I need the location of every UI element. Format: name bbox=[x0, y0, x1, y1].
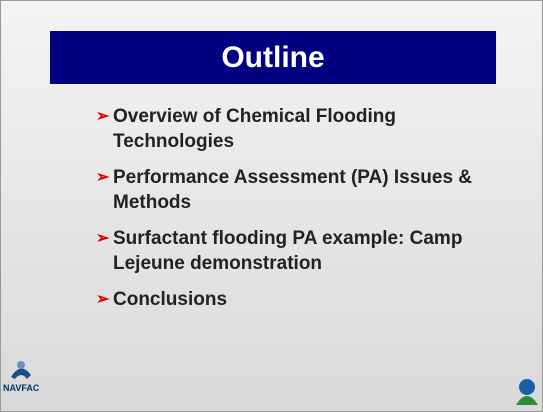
bullet-list: Overview of Chemical Flooding Technologi… bbox=[96, 104, 516, 323]
slide-title: Outline bbox=[50, 31, 496, 84]
navfac-icon bbox=[11, 361, 31, 379]
bullet: Surfactant flooding PA example: Camp Lej… bbox=[96, 226, 516, 276]
logo-text: NAVFAC bbox=[3, 383, 40, 393]
epa-icon bbox=[516, 379, 538, 405]
bullet: Conclusions bbox=[96, 287, 516, 312]
bullet: Performance Assessment (PA) Issues & Met… bbox=[96, 165, 516, 215]
bullet: Overview of Chemical Flooding Technologi… bbox=[96, 104, 516, 154]
